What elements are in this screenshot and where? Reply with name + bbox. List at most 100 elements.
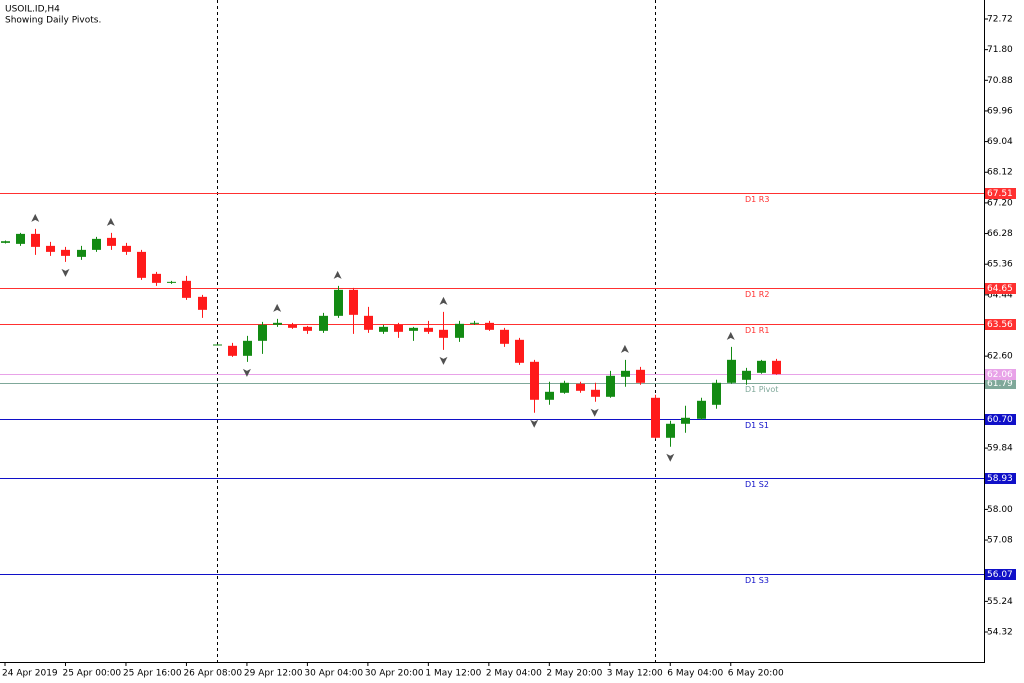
- y-tick-label: 66.28: [987, 229, 1013, 239]
- x-tick-label: 30 Apr 04:00: [304, 669, 363, 679]
- candle-body: [651, 397, 660, 438]
- fractal-up: [726, 331, 735, 340]
- pivot-name: D1 R1: [745, 326, 769, 335]
- y-tick-label: 71.80: [987, 45, 1013, 55]
- candle-body: [31, 233, 40, 247]
- candle-body: [424, 327, 433, 332]
- candle-body: [364, 315, 373, 330]
- fractal-down: [590, 408, 599, 417]
- candle-body: [621, 370, 630, 377]
- x-tick-label: 25 Apr 16:00: [123, 669, 182, 679]
- candle-body: [530, 361, 539, 400]
- candle-body: [334, 289, 343, 316]
- candle-body: [213, 344, 222, 346]
- pivot-name: D1 R2: [745, 290, 769, 299]
- candle-body: [167, 281, 176, 283]
- y-tick-label: 67.20: [987, 198, 1013, 208]
- y-tick-label: 72.72: [987, 14, 1013, 24]
- candle-body: [681, 417, 690, 424]
- candle-body: [455, 323, 464, 338]
- price-box: [985, 283, 1016, 294]
- candle-body: [591, 389, 600, 397]
- candle-body: [319, 315, 328, 331]
- pivot-name: D1 R3: [745, 195, 769, 204]
- price-box-label: 56.07: [987, 570, 1013, 580]
- candle-body: [485, 322, 494, 330]
- candle-body: [303, 326, 312, 331]
- fractal-down: [61, 268, 70, 277]
- price-box-label: 60.70: [987, 415, 1013, 425]
- price-box-label: 63.56: [987, 320, 1013, 330]
- candle-body: [772, 360, 781, 375]
- fractal-up: [106, 217, 115, 226]
- chart-subtitle: Showing Daily Pivots.: [5, 16, 101, 26]
- price-box: [985, 378, 1016, 389]
- x-tick-label: 3 May 12:00: [607, 669, 663, 679]
- pivot-name: D1 S3: [745, 576, 769, 585]
- fractal-down: [666, 453, 675, 462]
- pivot-name: D1 S1: [745, 421, 769, 430]
- fractal-up: [31, 213, 40, 222]
- candle-body: [439, 329, 448, 338]
- y-tick-label: 62.60: [987, 352, 1013, 362]
- y-tick-label: 70.88: [987, 76, 1013, 86]
- fractal-down: [439, 356, 448, 365]
- fractal-up: [333, 270, 342, 279]
- candle-body: [122, 245, 131, 252]
- candle-body: [243, 340, 252, 356]
- y-tick-label: 65.36: [987, 260, 1013, 270]
- y-tick-label: 69.04: [987, 137, 1013, 147]
- candle-body: [61, 249, 70, 256]
- x-tick-label: 2 May 04:00: [486, 669, 542, 679]
- candle-body: [92, 238, 101, 250]
- fractal-down: [242, 368, 251, 377]
- candle-body: [697, 400, 706, 419]
- chart-title: USOIL.ID,H4: [5, 5, 60, 15]
- price-box: [985, 369, 1016, 380]
- candle-body: [273, 322, 282, 325]
- x-tick-label: 29 Apr 12:00: [244, 669, 303, 679]
- candle-body: [16, 233, 25, 244]
- candle-body: [560, 382, 569, 393]
- candle-body: [636, 369, 645, 383]
- candle-body: [137, 251, 146, 278]
- fractal-up: [620, 344, 629, 353]
- fractal-up: [273, 303, 282, 312]
- price-box-label: 64.65: [987, 284, 1013, 294]
- candle-body: [545, 391, 554, 400]
- x-tick-label: 30 Apr 20:00: [365, 669, 424, 679]
- candle-body: [742, 370, 751, 380]
- fractal-down: [530, 419, 539, 428]
- candle-body: [258, 324, 267, 341]
- price-box: [985, 319, 1016, 330]
- price-box: [985, 414, 1016, 425]
- price-box: [985, 569, 1016, 580]
- candle-body: [576, 383, 585, 391]
- fractal-up: [439, 296, 448, 305]
- x-tick-label: 6 May 04:00: [667, 669, 723, 679]
- x-tick-label: 1 May 12:00: [425, 669, 481, 679]
- y-tick-label: 64.44: [987, 290, 1013, 300]
- y-tick-label: 57.08: [987, 536, 1013, 546]
- x-tick-label: 2 May 20:00: [546, 669, 602, 679]
- y-tick-label: 59.84: [987, 444, 1013, 454]
- candle-body: [349, 289, 358, 315]
- candle-body: [470, 322, 479, 324]
- price-box: [985, 473, 1016, 484]
- candle-body: [288, 324, 297, 328]
- y-tick-label: 69.96: [987, 106, 1013, 116]
- pivot-name: D1 Pivot: [745, 385, 778, 394]
- candle-body: [77, 249, 86, 257]
- x-tick-label: 24 Apr 2019: [2, 669, 58, 679]
- candle-body: [757, 360, 766, 373]
- price-box: [985, 188, 1016, 199]
- price-box-label: 67.51: [987, 189, 1013, 199]
- x-tick-label: 25 Apr 00:00: [62, 669, 121, 679]
- candle-body: [107, 237, 116, 246]
- candle-body: [228, 345, 237, 356]
- candle-body: [500, 329, 509, 344]
- candle-body: [409, 327, 418, 331]
- y-tick-label: 58.00: [987, 505, 1013, 515]
